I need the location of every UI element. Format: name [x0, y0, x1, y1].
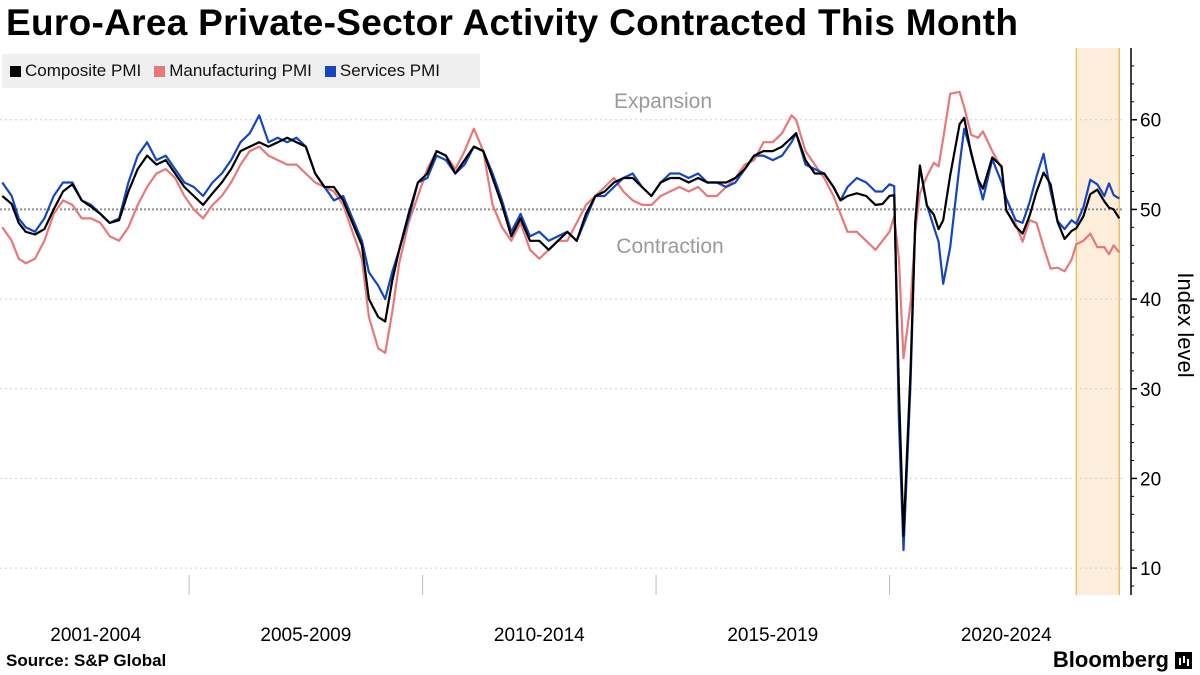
chart-title: Euro-Area Private-Sector Activity Contra… — [6, 2, 1019, 43]
legend-item-manufacturing: Manufacturing PMI — [154, 61, 312, 81]
y-axis: 10 20 30 40 50 60 — [1130, 48, 1161, 595]
series-line-services-pmi — [1, 114, 1120, 552]
y-tick-label-10: 10 — [1140, 559, 1161, 580]
highlight-layer — [1075, 48, 1120, 595]
legend-swatch-manufacturing — [154, 65, 166, 77]
series-line-composite-pmi — [1, 116, 1121, 537]
legend: Composite PMI Manufacturing PMI Services… — [2, 54, 480, 88]
annotation-expansion: Expansion — [614, 90, 712, 113]
annotation-layer: Expansion Contraction — [614, 90, 724, 258]
x-axis: 2001-2004 2005-2009 2010-2014 2015-2019 2020… — [50, 625, 1052, 646]
y-tick-label-40: 40 — [1140, 290, 1161, 311]
annotation-contraction: Contraction — [616, 235, 723, 258]
legend-swatch-composite — [10, 65, 21, 77]
brand-logo: Bloomberg — [1053, 647, 1192, 673]
y-axis-label: Index level — [1173, 272, 1198, 377]
x-period-label-2: 2010-2014 — [494, 625, 585, 646]
y-tick-label-60: 60 — [1140, 111, 1161, 132]
series-layer — [1, 90, 1121, 552]
x-period-label-4: 2020-2024 — [961, 625, 1052, 646]
y-tick-label-50: 50 — [1140, 200, 1161, 221]
source-note: Source: S&P Global — [6, 651, 167, 670]
x-period-label-3: 2015-2019 — [727, 625, 818, 646]
brand-name: Bloomberg — [1052, 647, 1169, 672]
bloomberg-terminal-icon — [1175, 651, 1192, 669]
x-period-label-1: 2005-2009 — [260, 625, 351, 646]
legend-label-composite: Composite PMI — [25, 61, 142, 80]
legend-swatch-services — [324, 65, 336, 77]
highlight-band — [1076, 48, 1120, 595]
series-line-manufacturing-pmi — [1, 90, 1121, 360]
legend-label-services: Services PMI — [339, 61, 441, 80]
legend-label-manufacturing: Manufacturing PMI — [169, 61, 312, 80]
y-tick-label-20: 20 — [1140, 469, 1161, 490]
legend-item-composite: Composite PMI — [10, 61, 141, 81]
x-period-label-0: 2001-2004 — [50, 625, 141, 646]
y-tick-label-30: 30 — [1140, 380, 1161, 401]
grid-layer — [0, 119, 1123, 595]
legend-item-services: Services PMI — [324, 61, 441, 81]
